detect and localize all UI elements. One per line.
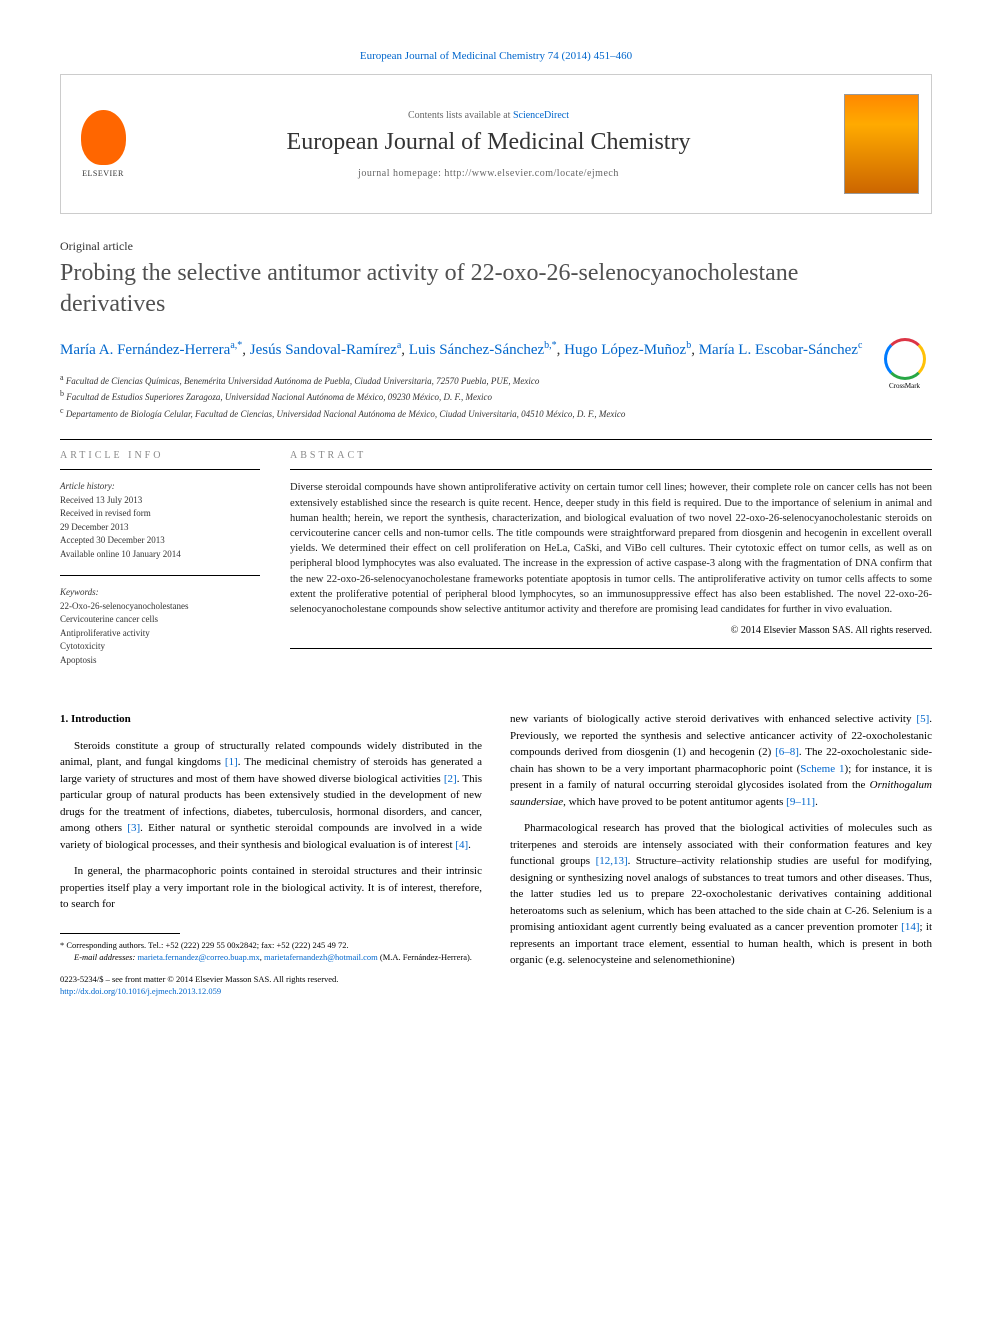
abstract-heading: ABSTRACT [290,450,932,461]
sciencedirect-link[interactable]: ScienceDirect [513,110,569,121]
homepage-prefix: journal homepage: [358,168,444,179]
footnote-separator [60,933,180,934]
revised-label: Received in revised form [60,507,260,521]
intro-paragraph-2: In general, the pharmacophoric points co… [60,863,482,913]
keywords-label: Keywords: [60,586,260,600]
section-1-heading: 1. Introduction [60,711,482,728]
contents-prefix: Contents lists available at [408,110,513,121]
abstract-text: Diverse steroidal compounds have shown a… [290,480,932,617]
author-1-affil: a,* [230,340,242,351]
email-1[interactable]: marieta.fernandez@correo.buap.mx [137,952,259,962]
keyword-1: 22-Oxo-26-selenocyanocholestanes [60,600,260,614]
author-1[interactable]: María A. Fernández-Herrera [60,342,230,358]
affiliation-c: Departamento de Biología Celular, Facult… [66,409,626,419]
revised-date: 29 December 2013 [60,521,260,535]
article-type: Original article [60,239,932,254]
journal-cover-thumbnail [844,94,919,194]
affiliation-a: Facultad de Ciencias Químicas, Benemérit… [66,376,540,386]
journal-header-box: ELSEVIER Contents lists available at Sci… [60,74,932,214]
elsevier-tree-icon [81,110,126,165]
crossmark-icon [884,338,926,380]
ref-14[interactable]: [14] [901,921,919,933]
accepted-date: Accepted 30 December 2013 [60,534,260,548]
corresponding-author-note: * Corresponding authors. Tel.: +52 (222)… [60,940,482,952]
contents-available-line: Contents lists available at ScienceDirec… [153,110,824,121]
ref-9-11[interactable]: [9–11] [786,796,815,808]
body-column-left: 1. Introduction Steroids constitute a gr… [60,711,482,997]
ref-12-13[interactable]: [12,13] [596,855,628,867]
author-4-affil: b [686,340,691,351]
author-3-affil: b,* [544,340,557,351]
email-label: E-mail addresses: [74,952,135,962]
homepage-url[interactable]: http://www.elsevier.com/locate/ejmech [444,168,618,179]
keyword-3: Antiproliferative activity [60,627,260,641]
crossmark-label: CrossMark [877,382,932,390]
online-date: Available online 10 January 2014 [60,548,260,562]
author-2[interactable]: Jesús Sandoval-Ramírez [250,342,397,358]
keyword-5: Apoptosis [60,654,260,668]
author-4[interactable]: Hugo López-Muñoz [564,342,686,358]
authors-list: María A. Fernández-Herreraa,*, Jesús San… [60,338,932,362]
article-title: Probing the selective antitumor activity… [60,258,840,320]
affiliation-b: Facultad de Estudios Superiores Zaragoza… [66,392,492,402]
article-info-column: ARTICLE INFO Article history: Received 1… [60,450,260,681]
affiliations: a Facultad de Ciencias Químicas, Benemér… [60,372,932,422]
bottom-meta: 0223-5234/$ – see front matter © 2014 El… [60,974,482,998]
author-3[interactable]: Luis Sánchez-Sánchez [409,342,544,358]
elsevier-logo[interactable]: ELSEVIER [73,94,133,194]
email-2[interactable]: marietafernandezh@hotmail.com [264,952,378,962]
keyword-4: Cytotoxicity [60,640,260,654]
ref-4[interactable]: [4] [455,839,468,851]
doi-link[interactable]: http://dx.doi.org/10.1016/j.ejmech.2013.… [60,986,221,996]
homepage-line: journal homepage: http://www.elsevier.co… [153,168,824,179]
journal-name: European Journal of Medicinal Chemistry [153,129,824,156]
history-label: Article history: [60,480,260,494]
front-matter-line: 0223-5234/$ – see front matter © 2014 El… [60,974,482,986]
author-2-affil: a [397,340,401,351]
citation-line: European Journal of Medicinal Chemistry … [60,50,932,62]
received-date: Received 13 July 2013 [60,494,260,508]
footnotes: * Corresponding authors. Tel.: +52 (222)… [60,940,482,964]
crossmark-badge[interactable]: CrossMark [877,338,932,393]
scheme-1-link[interactable]: Scheme 1 [800,763,844,775]
keyword-2: Cervicouterine cancer cells [60,613,260,627]
article-info-heading: ARTICLE INFO [60,450,260,461]
divider [60,439,932,440]
ref-3[interactable]: [3] [127,822,140,834]
abstract-column: ABSTRACT Diverse steroidal compounds hav… [290,450,932,681]
ref-5[interactable]: [5] [916,713,929,725]
intro-paragraph-3: Pharmacological research has proved that… [510,820,932,969]
author-5[interactable]: María L. Escobar-Sánchez [699,342,858,358]
elsevier-label: ELSEVIER [82,169,124,178]
author-5-affil: c [858,340,862,351]
ref-1[interactable]: [1] [225,756,238,768]
ref-6-8[interactable]: [6–8] [775,746,799,758]
ref-2[interactable]: [2] [444,773,457,785]
intro-paragraph-2-cont: new variants of biologically active ster… [510,711,932,810]
body-column-right: new variants of biologically active ster… [510,711,932,997]
abstract-copyright: © 2014 Elsevier Masson SAS. All rights r… [290,625,932,636]
email-author-suffix: (M.A. Fernández-Herrera). [378,952,472,962]
intro-paragraph-1: Steroids constitute a group of structura… [60,738,482,854]
